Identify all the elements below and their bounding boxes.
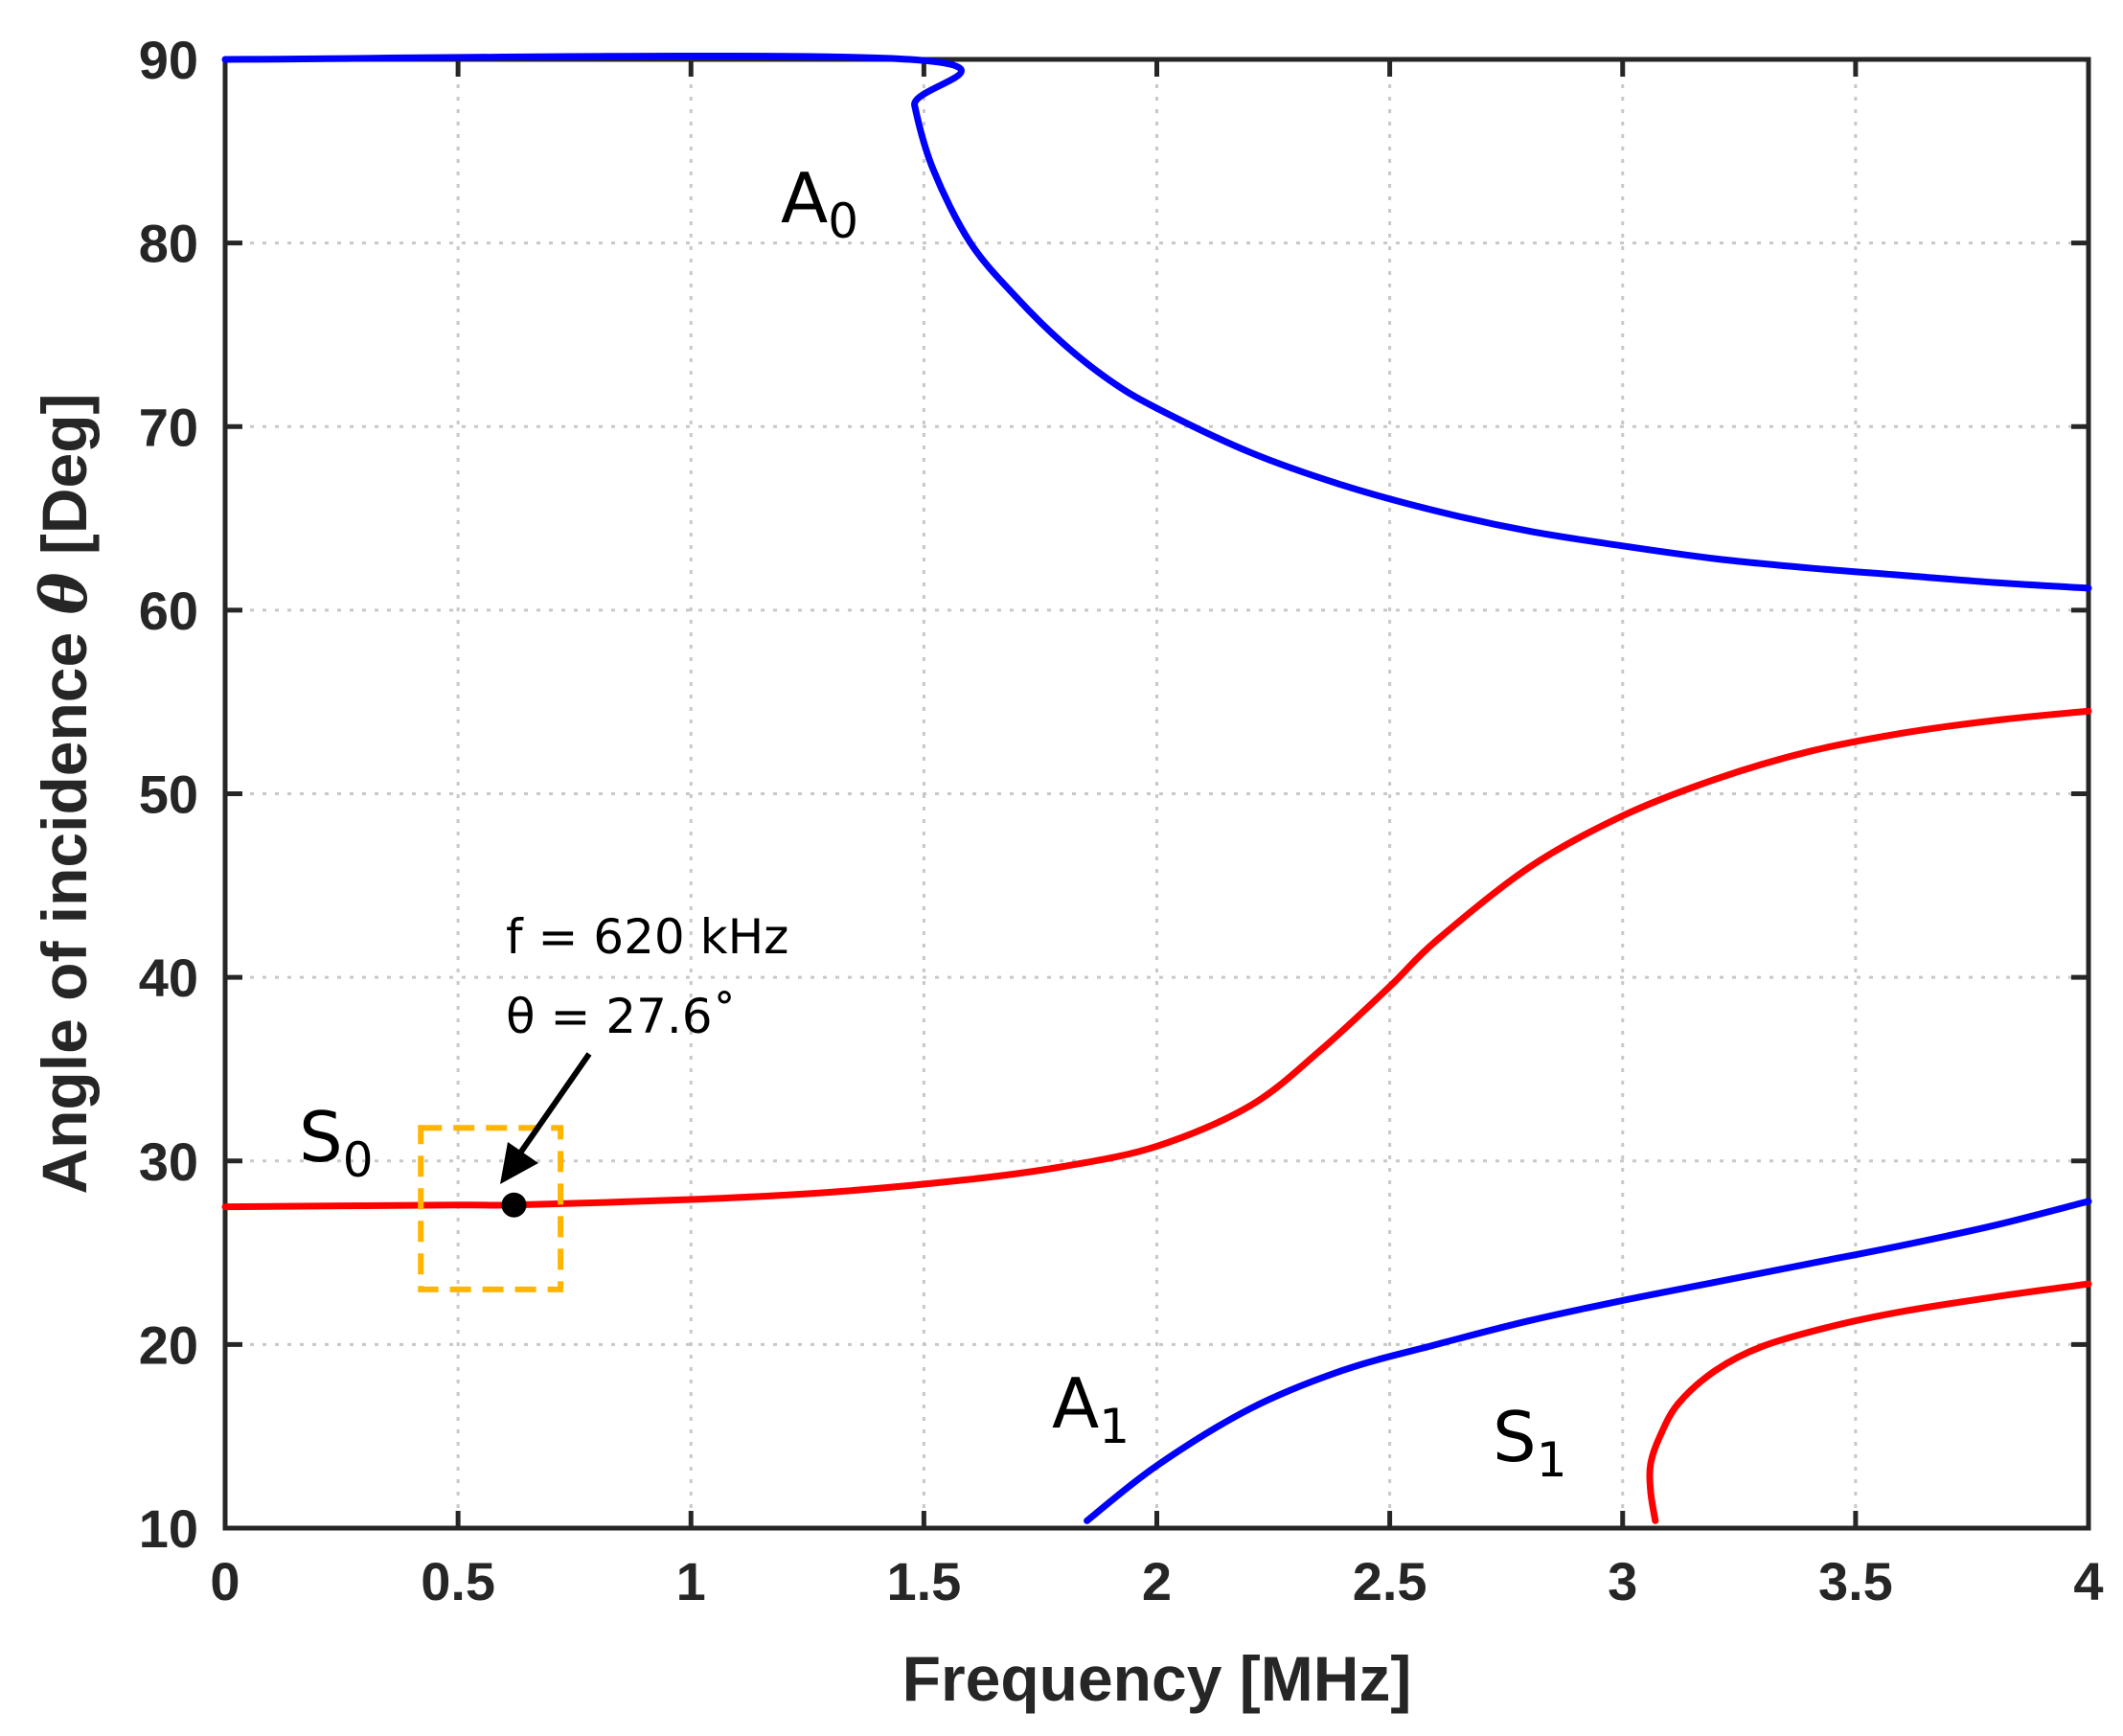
y-tick-label: 60	[139, 581, 198, 641]
mode-label-a1-sub: 1	[1099, 1399, 1130, 1454]
y-axis-title-suffix: [Deg]	[29, 393, 100, 572]
annotation-arrow-head	[500, 1142, 538, 1184]
annotation-arrow-shaft	[510, 1052, 592, 1166]
x-tick-label: 0.5	[421, 1551, 495, 1611]
mode-label-s1-main: S	[1493, 1397, 1537, 1477]
series-line-s1	[1646, 1280, 2092, 1524]
x-tick-label: 1.5	[886, 1551, 961, 1611]
mode-label-a0-sub: 0	[828, 194, 858, 249]
annotation-frequency: f = 620 kHz	[506, 909, 788, 965]
x-axis-title: Frequency [MHz]	[902, 1643, 1412, 1714]
mode-label-a0-main: A	[781, 158, 828, 239]
x-tick-label: 2	[1142, 1551, 1172, 1611]
highlight-box	[418, 1125, 564, 1292]
mode-label-a1: A1	[1052, 1363, 1130, 1454]
x-tick-labels: 0 0.5 1 1.5 2 2.5 3 3.5 4	[210, 1551, 2103, 1611]
x-tick-label: 3	[1608, 1551, 1637, 1611]
y-axis-title-symbol: θ	[27, 572, 102, 614]
y-tick-labels: 10 20 30 40 50 60 70 80 90	[139, 30, 198, 1559]
mode-label-s0-main: S	[299, 1097, 343, 1177]
series-line-s0	[221, 707, 2092, 1211]
y-tick-label: 50	[139, 765, 198, 825]
annotation-angle: θ = 27.6˚	[506, 989, 737, 1044]
x-tick-label: 1	[676, 1551, 706, 1611]
mode-label-s0: S0	[299, 1097, 374, 1188]
y-tick-label: 40	[139, 948, 198, 1008]
y-axis-title-prefix: Angle of incidence	[29, 614, 100, 1194]
mode-label-s0-sub: 0	[343, 1132, 374, 1188]
mode-label-a0: A0	[781, 158, 858, 249]
y-axis-title: Angle of incidence θ [Deg]	[27, 393, 102, 1194]
x-tick-label: 2.5	[1353, 1551, 1427, 1611]
highlight-point	[501, 1192, 527, 1218]
mode-label-a1-main: A	[1052, 1363, 1099, 1444]
y-tick-label: 90	[139, 30, 198, 90]
y-tick-label: 20	[139, 1314, 198, 1375]
x-tick-label: 0	[210, 1551, 240, 1611]
highlight	[418, 1125, 564, 1292]
mode-label-s1: S1	[1493, 1397, 1567, 1488]
mode-label-s1-sub: 1	[1537, 1432, 1567, 1488]
series-line-a0	[221, 52, 2092, 592]
series-line-a1	[1084, 1198, 2092, 1524]
x-tick-label: 4	[2073, 1551, 2103, 1611]
y-tick-label: 70	[139, 397, 198, 457]
x-tick-label: 3.5	[1818, 1551, 1893, 1611]
series-lines	[221, 52, 2092, 1524]
grid	[225, 59, 2089, 1528]
y-tick-label: 10	[139, 1498, 198, 1559]
y-tick-label: 30	[139, 1131, 198, 1192]
y-tick-label: 80	[139, 214, 198, 274]
